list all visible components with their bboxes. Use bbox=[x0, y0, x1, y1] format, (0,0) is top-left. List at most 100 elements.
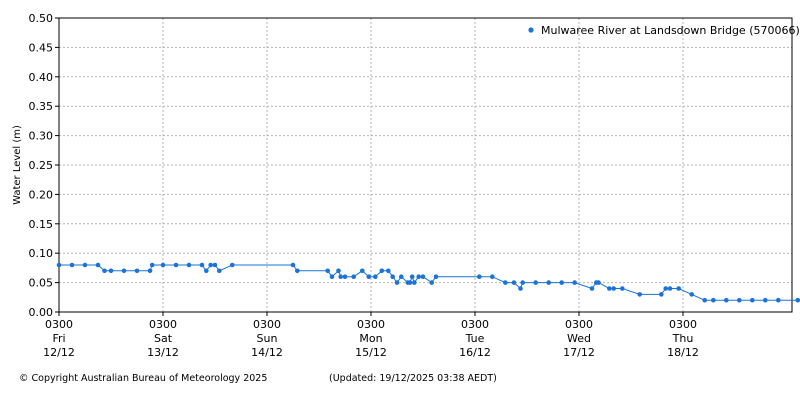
x-tick-day: Tue bbox=[465, 332, 485, 345]
data-point bbox=[546, 280, 551, 285]
x-tick-time: 0300 bbox=[357, 318, 385, 331]
data-point bbox=[490, 274, 495, 279]
x-tick-time: 0300 bbox=[45, 318, 73, 331]
y-tick-label: 0.20 bbox=[29, 188, 54, 201]
x-tick-date: 15/12 bbox=[355, 346, 387, 359]
data-point bbox=[572, 280, 577, 285]
data-point bbox=[520, 280, 525, 285]
data-point bbox=[213, 263, 218, 268]
data-point bbox=[187, 263, 192, 268]
data-point bbox=[659, 292, 664, 297]
data-point bbox=[796, 298, 800, 303]
copyright-notice: © Copyright Australian Bureau of Meteoro… bbox=[19, 373, 267, 384]
x-tick-time: 0300 bbox=[253, 318, 281, 331]
data-point bbox=[360, 269, 365, 274]
data-point bbox=[429, 280, 434, 285]
y-tick-label: 0.45 bbox=[29, 41, 54, 54]
data-point bbox=[135, 269, 140, 274]
data-point bbox=[386, 269, 391, 274]
x-tick-date: 18/12 bbox=[667, 346, 699, 359]
data-point bbox=[338, 274, 343, 279]
y-tick-label: 0.05 bbox=[29, 277, 54, 290]
data-point bbox=[711, 298, 716, 303]
y-tick-label: 0.40 bbox=[29, 71, 54, 84]
y-tick-label: 0.30 bbox=[29, 130, 54, 143]
x-tick-time: 0300 bbox=[669, 318, 697, 331]
data-point bbox=[611, 286, 616, 291]
x-tick-date: 12/12 bbox=[43, 346, 75, 359]
data-point bbox=[434, 274, 439, 279]
data-point bbox=[668, 286, 673, 291]
x-tick-day: Thu bbox=[672, 332, 694, 345]
data-point bbox=[559, 280, 564, 285]
x-tick-date: 17/12 bbox=[563, 346, 595, 359]
data-point bbox=[410, 274, 415, 279]
data-point bbox=[70, 263, 75, 268]
data-point bbox=[343, 274, 348, 279]
data-point bbox=[230, 263, 235, 268]
data-point bbox=[367, 274, 372, 279]
data-point bbox=[763, 298, 768, 303]
y-tick-label: 0.35 bbox=[29, 100, 54, 113]
data-point bbox=[395, 280, 400, 285]
data-point bbox=[750, 298, 755, 303]
data-point bbox=[412, 280, 417, 285]
x-tick-date: 16/12 bbox=[459, 346, 491, 359]
x-tick-day: Wed bbox=[567, 332, 591, 345]
x-tick-date: 13/12 bbox=[147, 346, 179, 359]
y-tick-label: 0.25 bbox=[29, 159, 54, 172]
y-tick-label: 0.10 bbox=[29, 247, 54, 260]
x-tick-day: Mon bbox=[359, 332, 382, 345]
data-point bbox=[208, 263, 213, 268]
x-tick-time: 0300 bbox=[149, 318, 177, 331]
data-point bbox=[217, 269, 222, 274]
data-point bbox=[702, 298, 707, 303]
legend-label: Mulwaree River at Landsdown Bridge (5700… bbox=[541, 24, 800, 37]
data-point bbox=[390, 274, 395, 279]
data-point bbox=[122, 269, 127, 274]
data-point bbox=[416, 274, 421, 279]
x-tick-time: 0300 bbox=[565, 318, 593, 331]
data-point bbox=[351, 274, 356, 279]
data-point bbox=[336, 269, 341, 274]
updated-timestamp: (Updated: 19/12/2025 03:38 AEDT) bbox=[329, 373, 497, 384]
data-point bbox=[596, 280, 601, 285]
legend-marker bbox=[528, 27, 533, 32]
data-point bbox=[373, 274, 378, 279]
y-tick-label: 0.50 bbox=[29, 12, 54, 25]
data-point bbox=[637, 292, 642, 297]
data-point bbox=[620, 286, 625, 291]
x-ticks: 0300Fri12/120300Sat13/120300Sun14/120300… bbox=[43, 312, 699, 359]
grid bbox=[59, 18, 792, 312]
data-point bbox=[161, 263, 166, 268]
data-point bbox=[174, 263, 179, 268]
data-point bbox=[503, 280, 508, 285]
x-tick-day: Fri bbox=[52, 332, 65, 345]
data-point bbox=[57, 263, 62, 268]
data-point bbox=[533, 280, 538, 285]
data-point bbox=[102, 269, 107, 274]
data-point bbox=[518, 286, 523, 291]
x-tick-time: 0300 bbox=[461, 318, 489, 331]
data-point bbox=[330, 274, 335, 279]
data-point bbox=[150, 263, 155, 268]
data-point bbox=[689, 292, 694, 297]
x-tick-day: Sat bbox=[154, 332, 173, 345]
data-point bbox=[590, 286, 595, 291]
data-point bbox=[776, 298, 781, 303]
y-ticks: 0.000.050.100.150.200.250.300.350.400.45… bbox=[29, 12, 60, 319]
data-point bbox=[724, 298, 729, 303]
data-point bbox=[200, 263, 205, 268]
data-point bbox=[421, 274, 426, 279]
data-point bbox=[477, 274, 482, 279]
data-point bbox=[96, 263, 101, 268]
data-point bbox=[83, 263, 88, 268]
data-point bbox=[295, 269, 300, 274]
data-point bbox=[607, 286, 612, 291]
y-tick-label: 0.15 bbox=[29, 218, 54, 231]
data-point bbox=[737, 298, 742, 303]
data-point bbox=[512, 280, 517, 285]
data-point bbox=[325, 269, 330, 274]
